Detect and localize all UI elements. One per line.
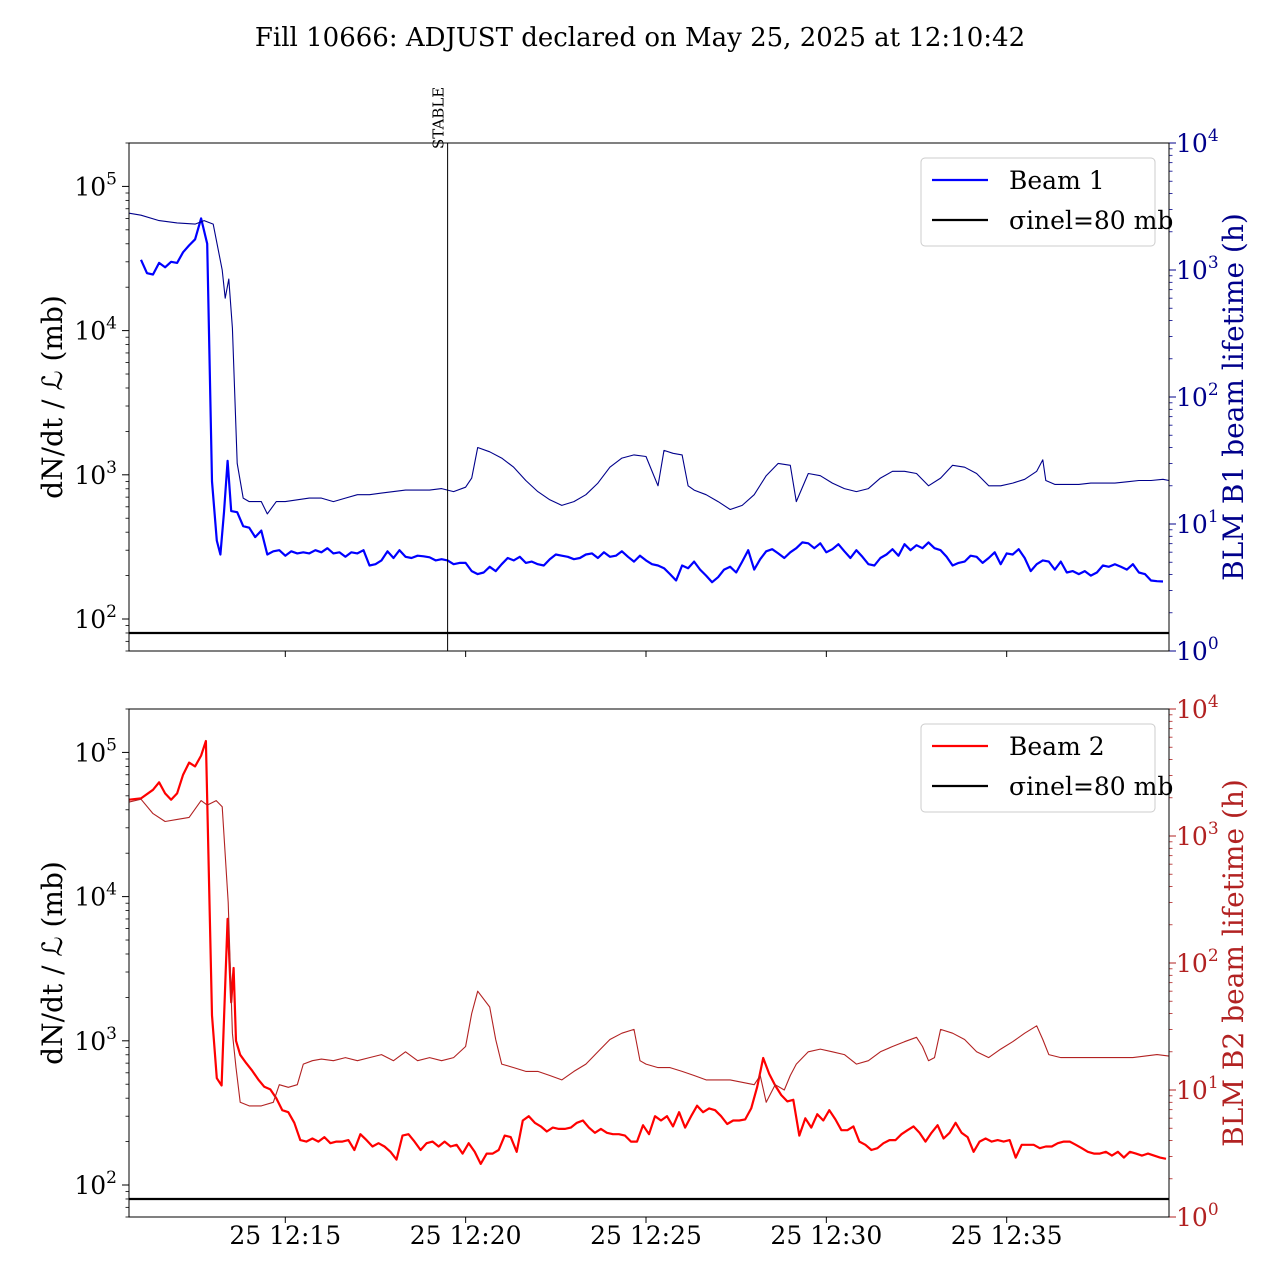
- legend-label: σinel=80 mb: [1009, 772, 1173, 801]
- legend: Beam 1 σinel=80 mb: [920, 157, 1173, 247]
- y-right-tick-label: 104: [1176, 126, 1219, 158]
- x-tick-label: 25 12:25: [590, 1221, 702, 1250]
- y-right-tick-label: 100: [1176, 634, 1219, 666]
- chart-title: Fill 10666: ADJUST declared on May 25, 2…: [255, 23, 1025, 53]
- stable-marker-label: STABLE: [430, 87, 448, 149]
- y-tick-label: 102: [74, 602, 117, 634]
- series-line-blm-b2-beam-lifetime: [129, 798, 1169, 1107]
- x-tick-label: 25 12:20: [410, 1221, 522, 1250]
- x-tick-label: 25 12:15: [229, 1221, 341, 1250]
- y-right-tick-label: 102: [1176, 946, 1219, 978]
- series-line-blm-b1-beam-lifetime: [129, 212, 1169, 515]
- y-axis-label-left: dN/dt / ℒ (mb): [36, 295, 69, 499]
- y-right-tick-label: 100: [1176, 1200, 1219, 1232]
- legend-label: Beam 1: [1009, 166, 1105, 195]
- y-axis-label-right: BLM B2 beam lifetime (h): [1217, 779, 1250, 1147]
- y-tick-label: 105: [74, 735, 117, 767]
- x-tick-label: 25 12:30: [770, 1221, 882, 1250]
- series-line-beam-1: [139, 217, 1164, 584]
- y-right-tick-label: 101: [1176, 507, 1219, 539]
- y-tick-label: 103: [74, 1024, 117, 1056]
- y-tick-label: 103: [74, 458, 117, 490]
- plot-area: [129, 212, 1169, 635]
- plot-frame: [128, 142, 1170, 652]
- y-right-tick-label: 104: [1176, 692, 1219, 724]
- legend-label: σinel=80 mb: [1009, 206, 1173, 235]
- legend-label: Beam 2: [1009, 732, 1105, 761]
- panel-beam2: 102 103 104 105 100 101 102 103 104 25 12:15 25 12…: [36, 692, 1250, 1250]
- series-line-beam-2: [129, 739, 1167, 1165]
- y-tick-label: 102: [74, 1168, 117, 1200]
- legend: Beam 2 σinel=80 mb: [920, 723, 1173, 813]
- y-axis-label-text: dN/dt / ℒ (mb): [36, 295, 69, 499]
- y-tick-label: 105: [74, 169, 117, 201]
- y-right-tick-label: 102: [1176, 380, 1219, 412]
- y-tick-label: 104: [74, 314, 117, 346]
- y-tick-label: 104: [74, 880, 117, 912]
- y-axis-label-right: BLM B1 beam lifetime (h): [1217, 213, 1250, 581]
- plot-frame: [128, 708, 1170, 1218]
- y-right-tick-label: 101: [1176, 1073, 1219, 1105]
- y-axis-label-left: dN/dt / ℒ (mb): [36, 861, 69, 1065]
- y-axis-label-text: dN/dt / ℒ (mb): [36, 861, 69, 1065]
- y-right-tick-label: 103: [1176, 819, 1219, 851]
- plot-area: [129, 739, 1169, 1201]
- x-tick-label: 25 12:35: [951, 1221, 1063, 1250]
- y-right-tick-label: 103: [1176, 253, 1219, 285]
